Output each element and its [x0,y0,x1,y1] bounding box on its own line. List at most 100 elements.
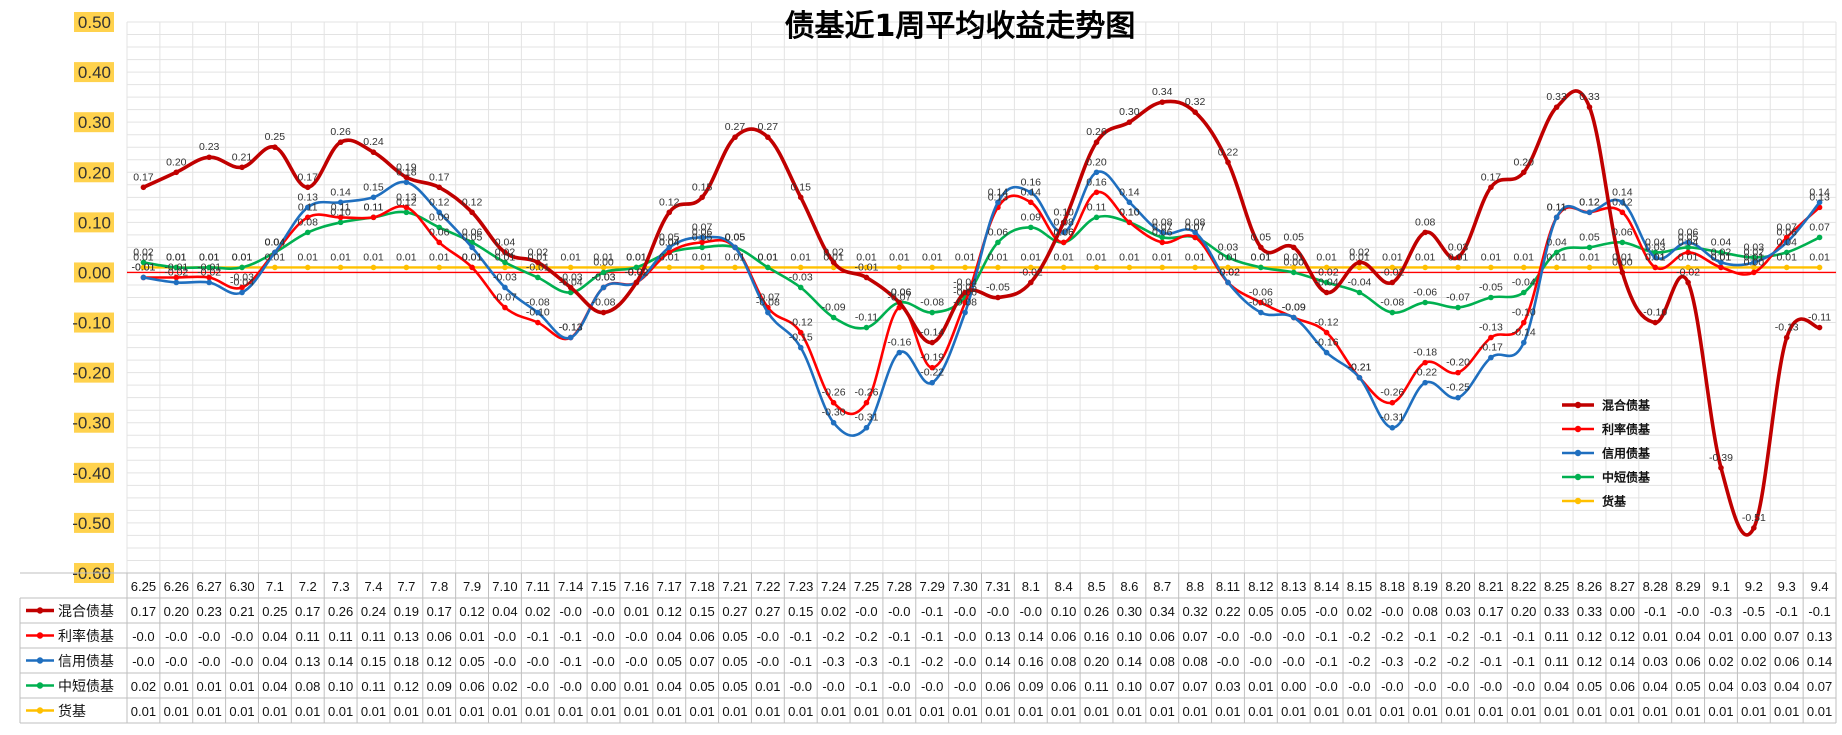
data-label: 0.01 [1678,251,1699,263]
data-label: 0.04 [1645,236,1666,248]
data-point [535,319,541,326]
table-cell: 0.08 [295,679,320,694]
data-label: -0.10 [526,307,550,319]
table-cell: 0.07 [689,654,714,669]
table-cell: 0.05 [1281,604,1306,619]
table-cell: -0.1 [855,679,877,694]
table-cell: 0.01 [1708,629,1733,644]
table-cell: 0.14 [1018,629,1043,644]
x-tick-label: 8.14 [1314,579,1339,594]
table-cell: -0.1 [790,654,812,669]
data-table: 6.25 6.26 6.27 6.30 7.1 7.2 7.3 7.4 7.7 7.8 7.9 7.1… [19,572,1837,724]
x-tick-label: 7.7 [397,579,415,594]
data-point [1192,234,1198,241]
table-cell: -0.1 [1315,654,1337,669]
ytick-bg [74,62,114,83]
data-point [239,264,245,271]
table-cell: 0.01 [1347,704,1372,719]
table-cell: 0.30 [1117,604,1142,619]
data-label: -0.01 [526,261,550,273]
table-cell: 0.01 [1774,704,1799,719]
data-point [1652,254,1659,261]
table-cell: 0.16 [1018,654,1043,669]
data-label: -0.02 [1216,266,1240,278]
data-point [1652,264,1659,271]
data-point [1192,229,1198,236]
table-cell: 0.06 [1610,679,1635,694]
table-cell: -0.0 [1414,679,1436,694]
data-label: 0.08 [1415,216,1436,228]
data-label: 0.04 [265,236,286,248]
table-cell: 0.01 [164,679,189,694]
data-point [304,264,311,271]
data-label: 0.01 [560,251,581,263]
data-point [1455,369,1461,376]
data-point [502,259,508,266]
table-cell: -0.0 [822,679,844,694]
table-cell: -0.0 [1217,654,1239,669]
table-cell: 0.01 [1281,704,1306,719]
table-cell: 0.01 [854,704,879,719]
table-cell: -0.1 [527,629,549,644]
table-cell: 0.05 [657,654,682,669]
table-cell: 0.05 [1577,679,1602,694]
data-point [304,204,311,211]
data-point [469,209,475,216]
x-tick-label: 7.4 [364,579,382,594]
data-label: 0.01 [1645,251,1666,263]
data-point [1422,299,1428,306]
data-point [1751,259,1757,266]
table-cell: -0.0 [1348,679,1370,694]
table-cell: 0.02 [492,679,517,694]
data-point [1553,214,1560,221]
data-point [1488,334,1494,341]
data-point [173,274,180,281]
ytick-bg [74,262,114,283]
table-cell: 0.14 [328,654,353,669]
x-tick-label: 8.13 [1281,579,1306,594]
grid-lines [126,21,1837,574]
data-point [1258,309,1264,316]
table-cell: 0.07 [1182,629,1207,644]
data-label: 0.33 [1546,91,1567,103]
ytick-label: 0.40 [78,63,111,82]
table-cell: 0.01 [361,704,386,719]
data-point [633,279,640,286]
data-label: 0.14 [330,186,351,198]
data-label: -0.05 [953,282,977,294]
table-cell: -0.2 [1348,654,1370,669]
data-label: -0.13 [1479,322,1503,334]
table-cell: -0.0 [1480,679,1502,694]
series-line-3 [143,170,1821,437]
x-tick-label: 7.1 [266,579,284,594]
data-label: 0.08 [1152,216,1173,228]
data-label: 0.01 [922,251,943,263]
x-tick-label: 7.21 [722,579,747,594]
data-label: 0.32 [1185,96,1206,108]
data-point [1225,254,1231,261]
data-point [1751,254,1757,261]
table-cell: 0.01 [394,704,419,719]
table-cell: -0.1 [559,654,581,669]
data-point [1258,244,1264,251]
table-cell: 0.01 [1643,629,1668,644]
data-label: 0.27 [758,121,779,133]
data-label: 0.12 [396,196,417,208]
data-label: 0.15 [692,181,713,193]
data-label: 0.13 [1809,191,1830,203]
data-label: 0.03 [1744,241,1765,253]
x-tick-label: 9.4 [1811,579,1829,594]
data-label: -0.02 [624,266,648,278]
table-cell: -0.0 [954,604,976,619]
data-point [995,294,1001,301]
data-point [469,244,475,251]
table-cell: 0.01 [920,704,945,719]
data-label: 0.10 [1053,206,1074,218]
data-point [929,379,936,386]
table-cell: 0.22 [1215,604,1240,619]
table-cell: 0.03 [1643,654,1668,669]
data-point [1126,219,1133,226]
table-cell: 0.08 [1182,654,1207,669]
data-label: 0.15 [363,181,384,193]
x-tick-label: 7.2 [299,579,317,594]
